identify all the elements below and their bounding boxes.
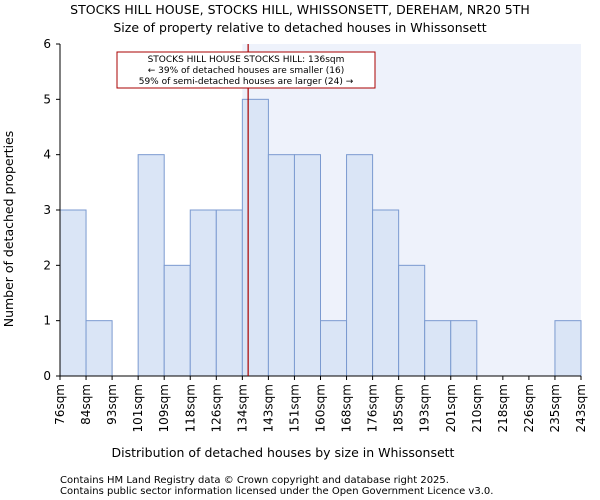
footer-line-2: Contains public sector information licen…: [60, 486, 493, 497]
y-tick-label: 4: [43, 148, 51, 162]
y-tick-label: 0: [43, 369, 51, 383]
annotation-border: [116, 51, 376, 89]
bars-group: [59, 98, 582, 377]
bar-185sqm: [398, 264, 426, 377]
bar-235sqm: [554, 320, 582, 377]
chart-title: STOCKS HILL HOUSE, STOCKS HILL, WHISSONS…: [70, 2, 530, 17]
bar-168sqm: [346, 154, 374, 377]
bar-143sqm: [267, 154, 295, 377]
y-tick-label: 6: [43, 37, 51, 51]
bar-84sqm: [85, 320, 113, 377]
x-tick-label-176sqm: 176sqm: [366, 384, 380, 432]
bar-176sqm: [372, 209, 400, 377]
x-tick-label-210sqm: 210sqm: [470, 384, 484, 432]
footer-line-1: Contains HM Land Registry data © Crown c…: [60, 475, 449, 486]
bar-76sqm: [59, 209, 87, 377]
y-axis-label: Number of detached properties: [1, 131, 16, 328]
x-tick-label-168sqm: 168sqm: [340, 384, 354, 432]
y-tick-label: 3: [43, 203, 51, 217]
annotation-line-2: ← 39% of detached houses are smaller (16…: [148, 66, 345, 76]
x-tick-label-134sqm: 134sqm: [235, 384, 249, 432]
bar-109sqm: [163, 264, 191, 377]
x-tick-label-218sqm: 218sqm: [496, 384, 510, 432]
y-axis: 0 1 2 3 4 5 6: [43, 37, 61, 383]
x-tick-label-235sqm: 235sqm: [548, 384, 562, 432]
y-tick-label: 5: [43, 92, 51, 106]
x-tick-label-160sqm: 160sqm: [314, 384, 328, 432]
x-tick-label-185sqm: 185sqm: [392, 384, 406, 432]
x-tick-label-226sqm: 226sqm: [522, 384, 536, 432]
annotation-line-1: STOCKS HILL HOUSE STOCKS HILL: 136sqm: [148, 55, 345, 65]
bar-201sqm: [450, 320, 478, 377]
x-axis: 76sqm 84sqm 93sqm 101sqm 109sqm 118sqm 126sqm 1…: [53, 375, 588, 432]
x-tick-label-84sqm: 84sqm: [79, 384, 93, 425]
x-tick-label-101sqm: 101sqm: [131, 384, 145, 432]
annotation-line-3: 59% of semi-detached houses are larger (…: [139, 77, 354, 87]
bar-151sqm: [293, 154, 322, 377]
x-tick-label-201sqm: 201sqm: [444, 384, 458, 432]
x-tick-label-93sqm: 93sqm: [105, 384, 119, 425]
x-tick-label-109sqm: 109sqm: [157, 384, 171, 432]
bar-193sqm: [424, 320, 452, 377]
x-tick-label-193sqm: 193sqm: [418, 384, 432, 432]
y-tick-label: 1: [43, 314, 51, 328]
bar-126sqm: [215, 209, 243, 377]
annotation-box: STOCKS HILL HOUSE STOCKS HILL: 136sqm ← …: [116, 51, 376, 89]
x-axis-label: Distribution of detached houses by size …: [112, 445, 455, 460]
chart-subtitle: Size of property relative to detached ho…: [113, 20, 486, 35]
x-tick-label-126sqm: 126sqm: [209, 384, 223, 432]
y-tick-label: 2: [43, 258, 51, 272]
x-tick-label-143sqm: 143sqm: [261, 384, 275, 432]
bar-118sqm: [189, 209, 217, 377]
x-tick-label-151sqm: 151sqm: [287, 384, 301, 432]
bar-101sqm: [137, 154, 165, 377]
bar-134sqm: [241, 98, 269, 377]
x-tick-label-243sqm: 243sqm: [574, 384, 588, 432]
x-tick-label-118sqm: 118sqm: [183, 384, 197, 432]
bar-160sqm: [320, 320, 348, 377]
x-tick-label-76sqm: 76sqm: [53, 384, 67, 425]
